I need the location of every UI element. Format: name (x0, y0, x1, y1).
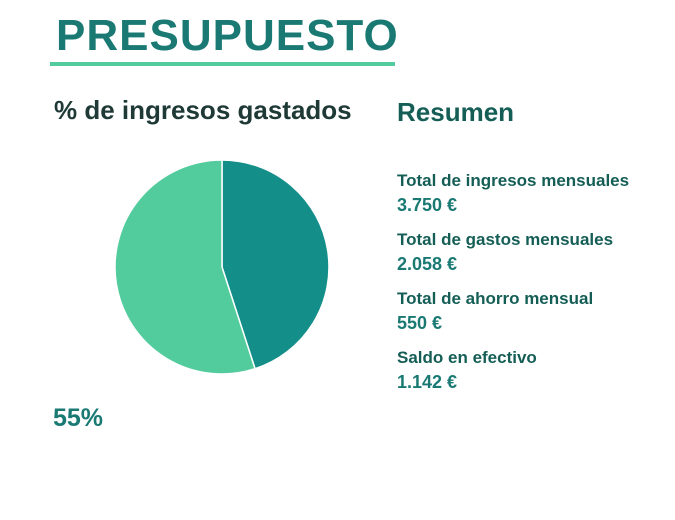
summary-item-label: Saldo en efectivo (397, 348, 537, 367)
summary-item-value: 1.142 € (397, 372, 458, 392)
summary-item-value: 3.750 € (397, 195, 458, 215)
summary-heading: Resumen (397, 97, 515, 127)
title-underline (50, 62, 395, 66)
summary-item-label: Total de ahorro mensual (397, 289, 594, 308)
summary-item-label: Total de gastos mensuales (397, 230, 614, 249)
pie-chart (114, 159, 330, 375)
summary-item-income: Total de ingresos mensuales 3.750 € (397, 170, 667, 229)
page-title: PRESUPUESTO (56, 11, 399, 60)
pie-slice-remaining (114, 159, 257, 375)
summary-item-cash-balance: Saldo en efectivo 1.142 € (397, 347, 667, 406)
summary-item-expenses: Total de gastos mensuales 2.058 € (397, 229, 667, 288)
chart-heading: % de ingresos gastados (54, 95, 352, 125)
spent-percent-label: 55% (53, 404, 104, 432)
summary-item-value: 550 € (397, 313, 443, 333)
pie-slice-spent (221, 159, 330, 370)
summary-item-label: Total de ingresos mensuales (397, 171, 630, 190)
summary-item-value: 2.058 € (397, 254, 458, 274)
summary-list: Total de ingresos mensuales 3.750 € Tota… (397, 170, 667, 406)
summary-item-savings: Total de ahorro mensual 550 € (397, 288, 667, 347)
